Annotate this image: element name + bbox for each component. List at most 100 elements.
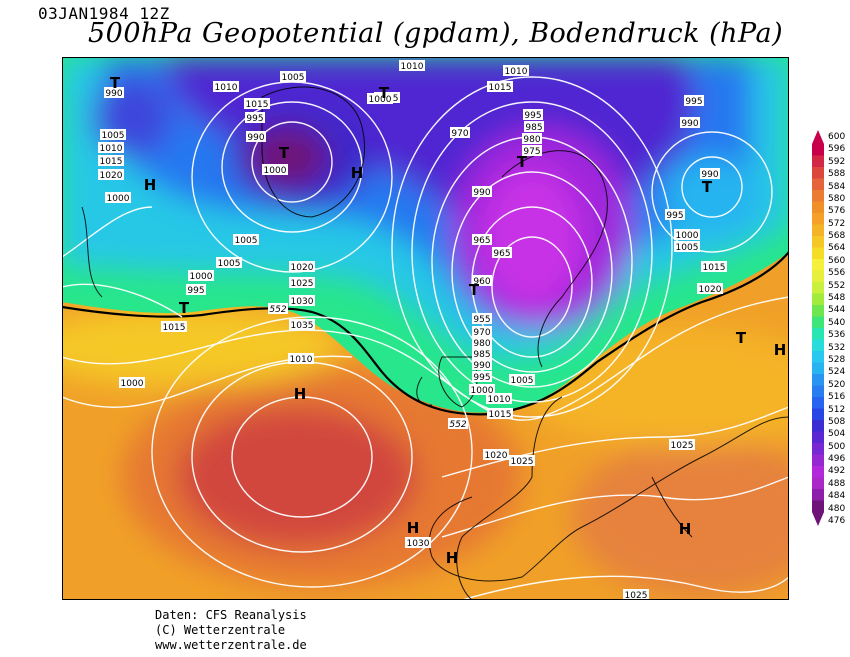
svg-text:552: 552 — [269, 305, 286, 315]
color-scale-label: 600 — [828, 132, 846, 142]
height-labels: 552 552 — [268, 303, 468, 430]
color-scale-label: 508 — [828, 416, 846, 427]
isobar-label: 990 — [472, 186, 492, 198]
svg-text:1000: 1000 — [107, 194, 130, 204]
color-scale-label: 560 — [828, 255, 846, 266]
svg-text:1030: 1030 — [291, 297, 314, 307]
isobar-label: 980 — [472, 337, 492, 349]
color-scale-label: 592 — [828, 156, 846, 167]
isobar-label: 995 — [245, 112, 265, 124]
svg-text:995: 995 — [473, 373, 490, 383]
low-pressure-symbol: T — [279, 144, 290, 162]
isobar-label: 995 — [665, 209, 685, 221]
isobar-label: 1025 — [623, 589, 649, 600]
svg-text:1010: 1010 — [488, 395, 511, 405]
low-pressure-symbol: T — [736, 329, 747, 347]
color-scale-swatch — [812, 454, 824, 467]
color-scale-label: 540 — [828, 317, 846, 328]
svg-text:1005: 1005 — [676, 243, 699, 253]
isobar-label: 1020 — [289, 261, 315, 273]
isobar-label: 1010 — [98, 142, 124, 154]
isobar-label: 1005 — [280, 71, 306, 83]
color-scale-swatch — [812, 489, 824, 501]
color-scale-swatch — [812, 247, 824, 260]
isobar-label: 985 — [524, 121, 544, 133]
svg-text:1010: 1010 — [215, 83, 238, 93]
isobar-label: 1030 — [289, 295, 315, 307]
isobar-label: 1005 — [100, 129, 126, 141]
isobar-label: 1025 — [669, 439, 695, 451]
isobar-label: 1005 — [674, 241, 700, 253]
isobar-label: 1025 — [289, 277, 315, 289]
svg-text:1025: 1025 — [625, 591, 648, 600]
svg-text:1015: 1015 — [246, 100, 269, 110]
credits-url: www.wetterzentrale.de — [155, 638, 307, 652]
high-pressure-symbol: H — [407, 519, 420, 537]
svg-text:970: 970 — [473, 328, 490, 338]
color-scale-swatch — [812, 339, 824, 352]
high-pressure-symbol: H — [351, 164, 364, 182]
color-scale-bar — [812, 130, 824, 526]
color-scale-label: 596 — [828, 144, 846, 155]
color-scale-label: 556 — [828, 268, 846, 279]
color-scale-bottom-arrow — [812, 512, 824, 526]
pressure-labels: 9901010100510151010101510009959901000100… — [98, 60, 727, 600]
isobar-label: 990 — [700, 168, 720, 180]
svg-text:1005: 1005 — [218, 259, 241, 269]
high-pressure-symbol: H — [446, 549, 459, 567]
isobar-label: 995 — [472, 371, 492, 383]
color-scale-swatch — [812, 385, 824, 398]
isobar-label: 1030 — [405, 537, 431, 549]
color-scale-swatches — [812, 130, 824, 526]
svg-text:965: 965 — [493, 249, 510, 259]
isobar-label: 1035 — [289, 319, 315, 331]
color-scale-label: 520 — [828, 379, 846, 390]
color-scale-label: 528 — [828, 354, 846, 365]
color-scale-swatch — [812, 190, 824, 202]
color-scale-swatch — [812, 397, 824, 409]
isobar-label: 1010 — [213, 81, 239, 93]
low-pressure-symbol: T — [469, 281, 480, 299]
isobar-label: 1000 — [262, 164, 288, 176]
color-scale-swatch — [812, 316, 824, 329]
color-scale-label: 488 — [828, 478, 846, 489]
svg-text:552: 552 — [449, 420, 466, 430]
isobar-label: 1015 — [244, 98, 270, 110]
pressure-symbols: T H T H T T T T H T H H H T H — [110, 74, 786, 567]
high-pressure-symbol: H — [679, 520, 692, 538]
isobar-label: 1015 — [161, 321, 187, 333]
color-scale-swatch — [812, 420, 824, 432]
svg-text:1010: 1010 — [401, 62, 424, 72]
svg-text:1005: 1005 — [282, 73, 305, 83]
isobar-label: 970 — [450, 127, 470, 139]
svg-text:985: 985 — [473, 350, 490, 360]
isobar-label: 990 — [472, 359, 492, 371]
height-contour-label: 552 — [268, 303, 288, 315]
color-scale-label: 536 — [828, 330, 846, 341]
svg-text:995: 995 — [187, 286, 204, 296]
isobar-label: 965 — [472, 234, 492, 246]
svg-text:1000: 1000 — [264, 166, 287, 176]
color-scale-swatch — [812, 178, 824, 191]
svg-text:1000: 1000 — [121, 379, 144, 389]
svg-text:990: 990 — [681, 119, 698, 129]
color-scale-swatch — [812, 236, 824, 248]
isobar-label: 970 — [472, 326, 492, 338]
color-scale-swatch — [812, 282, 824, 294]
isobar-label: 955 — [472, 313, 492, 325]
isobar-label: 1015 — [487, 408, 513, 420]
low-pressure-symbol: T — [702, 178, 713, 196]
isobar-label: 1010 — [399, 60, 425, 72]
svg-text:1020: 1020 — [100, 171, 123, 181]
color-scale-top-arrow — [812, 130, 824, 144]
color-scale-label: 512 — [828, 404, 846, 415]
isobar-label: 1015 — [487, 81, 513, 93]
svg-text:975: 975 — [523, 147, 540, 157]
svg-text:1010: 1010 — [505, 67, 528, 77]
isobar-label: 990 — [104, 87, 124, 99]
isobar-label: 1015 — [701, 261, 727, 273]
isobar-label: 995 — [684, 95, 704, 107]
color-scale-swatch — [812, 443, 824, 455]
color-scale-label: 484 — [828, 491, 846, 502]
color-scale-swatch — [812, 144, 824, 156]
